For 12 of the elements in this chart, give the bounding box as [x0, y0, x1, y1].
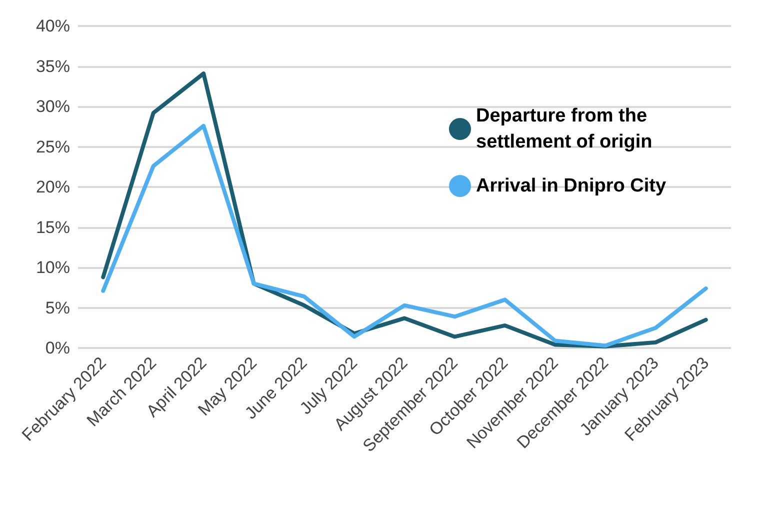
- y-tick-label: 15%: [36, 218, 70, 237]
- legend-label: Arrival in Dnipro City: [476, 176, 666, 196]
- y-tick-label: 0%: [45, 338, 70, 358]
- y-tick-label: 20%: [36, 178, 70, 196]
- y-tick-label: 25%: [36, 137, 70, 156]
- y-tick-label: 40%: [36, 16, 70, 36]
- legend-label: Departure from the settlement of origin: [476, 106, 652, 152]
- y-tick-label: 10%: [36, 258, 70, 277]
- y-tick-label: 30%: [36, 97, 70, 116]
- y-tick-label: 35%: [36, 56, 70, 76]
- line-series: [101, 124, 708, 348]
- y-tick-label: 5%: [45, 298, 70, 318]
